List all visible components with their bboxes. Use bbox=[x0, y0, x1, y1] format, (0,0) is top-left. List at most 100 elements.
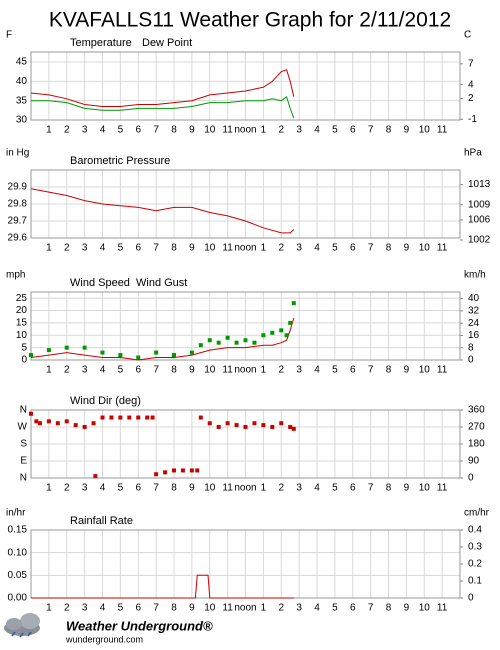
y-tick-label: 35 bbox=[16, 95, 28, 106]
x-tick-label: 6 bbox=[135, 483, 141, 494]
x-tick-label: 9 bbox=[189, 603, 195, 614]
y-unit: in/hr bbox=[6, 508, 26, 519]
point bbox=[189, 350, 194, 355]
x-tick-label: 10 bbox=[419, 365, 431, 376]
y-tick-label: 29.6 bbox=[8, 233, 28, 244]
logo bbox=[4, 613, 40, 638]
x-tick-label: 8 bbox=[171, 483, 177, 494]
point bbox=[234, 423, 239, 428]
x-tick-label: 3 bbox=[82, 365, 88, 376]
x-tick-label: noon bbox=[234, 483, 256, 494]
y-unit: mph bbox=[6, 270, 25, 281]
x-tick-label: 10 bbox=[204, 125, 216, 136]
x-tick-label: 11 bbox=[437, 603, 448, 614]
point bbox=[118, 353, 123, 358]
x-tick-label: 8 bbox=[386, 483, 392, 494]
point bbox=[270, 425, 275, 429]
x-tick-label: 8 bbox=[171, 365, 177, 376]
point bbox=[288, 320, 293, 325]
y2-tick-label: 24 bbox=[468, 318, 480, 329]
point bbox=[154, 472, 159, 477]
y2-tick-label: 1002 bbox=[468, 235, 491, 246]
x-tick-label: 6 bbox=[350, 125, 356, 136]
point bbox=[172, 468, 176, 473]
point bbox=[82, 425, 87, 429]
x-tick-label: 1 bbox=[46, 603, 52, 614]
x-tick-label: 10 bbox=[419, 483, 431, 494]
x-tick-label: 5 bbox=[332, 483, 338, 494]
point bbox=[279, 421, 284, 426]
x-tick-label: 7 bbox=[368, 365, 374, 376]
series-line bbox=[30, 317, 295, 361]
y-tick-label: 45 bbox=[16, 57, 28, 68]
point bbox=[189, 468, 194, 473]
point bbox=[73, 423, 78, 428]
x-tick-label: 3 bbox=[296, 243, 302, 254]
y2-tick-label: 90 bbox=[468, 456, 480, 467]
y-tick-label: 0 bbox=[21, 355, 27, 366]
y2-tick-label: 360 bbox=[468, 405, 485, 416]
y2-tick-label: 1013 bbox=[468, 179, 491, 190]
y-tick-label: 0.10 bbox=[8, 547, 28, 558]
x-tick-label: 5 bbox=[118, 243, 124, 254]
point bbox=[243, 425, 248, 429]
x-tick-label: 11 bbox=[222, 603, 233, 614]
series-line bbox=[30, 188, 295, 234]
y2-tick-label: 1009 bbox=[468, 199, 491, 210]
x-tick-label: 5 bbox=[332, 365, 338, 376]
x-tick-label: 6 bbox=[135, 243, 141, 254]
x-tick-label: 11 bbox=[222, 365, 233, 376]
x-tick-label: 3 bbox=[296, 365, 302, 376]
x-tick-label: 3 bbox=[82, 483, 88, 494]
x-tick-label: 11 bbox=[437, 365, 448, 376]
x-tick-label: 3 bbox=[296, 483, 302, 494]
y-tick-label: W bbox=[18, 422, 28, 433]
y2-tick-label: 0.3 bbox=[468, 542, 482, 553]
x-tick-label: 4 bbox=[314, 483, 320, 494]
x-tick-label: 3 bbox=[82, 243, 88, 254]
point bbox=[252, 340, 257, 345]
point bbox=[37, 421, 42, 426]
x-tick-label: 9 bbox=[189, 483, 195, 494]
legend-entry: Barometric Pressure bbox=[70, 155, 170, 167]
point bbox=[234, 340, 239, 345]
y-tick-label: 30 bbox=[16, 115, 28, 126]
y-tick-label: N bbox=[20, 473, 27, 484]
y-tick-label: 15 bbox=[16, 318, 28, 329]
brand: Weather Underground® bbox=[66, 618, 213, 633]
x-tick-label: 7 bbox=[368, 243, 374, 254]
x-tick-label: 1 bbox=[261, 125, 267, 136]
x-tick-label: 9 bbox=[404, 483, 410, 494]
x-tick-label: 11 bbox=[222, 483, 233, 494]
point bbox=[225, 335, 230, 340]
y-tick-label: 0.05 bbox=[8, 570, 28, 581]
x-tick-label: noon bbox=[234, 125, 256, 136]
x-tick-label: noon bbox=[234, 365, 256, 376]
y-tick-label: 29.9 bbox=[8, 182, 28, 193]
y2-tick-label: 270 bbox=[468, 422, 485, 433]
series-line bbox=[31, 574, 294, 599]
point bbox=[172, 353, 176, 358]
point bbox=[225, 421, 230, 426]
legend-entry: Wind Dir (deg) bbox=[70, 395, 141, 407]
x-tick-label: 1 bbox=[46, 483, 52, 494]
point bbox=[198, 415, 203, 420]
y-tick-label: 40 bbox=[16, 76, 28, 87]
x-tick-label: 1 bbox=[261, 483, 267, 494]
x-tick-label: 9 bbox=[404, 243, 410, 254]
point bbox=[284, 333, 289, 338]
x-tick-label: 3 bbox=[82, 603, 88, 614]
point bbox=[91, 421, 96, 426]
x-tick-label: 4 bbox=[100, 603, 106, 614]
x-tick-label: 5 bbox=[332, 243, 338, 254]
x-tick-label: 2 bbox=[278, 603, 284, 614]
x-tick-label: 1 bbox=[46, 125, 52, 136]
legend-entry: Wind Speed bbox=[70, 277, 130, 289]
x-tick-label: 9 bbox=[189, 365, 195, 376]
point bbox=[136, 355, 141, 360]
legend-entry: Temperature bbox=[70, 37, 132, 49]
point bbox=[216, 425, 221, 429]
x-tick-label: 8 bbox=[386, 365, 392, 376]
x-tick-label: 4 bbox=[100, 365, 106, 376]
y2-tick-label: 8 bbox=[468, 342, 474, 353]
